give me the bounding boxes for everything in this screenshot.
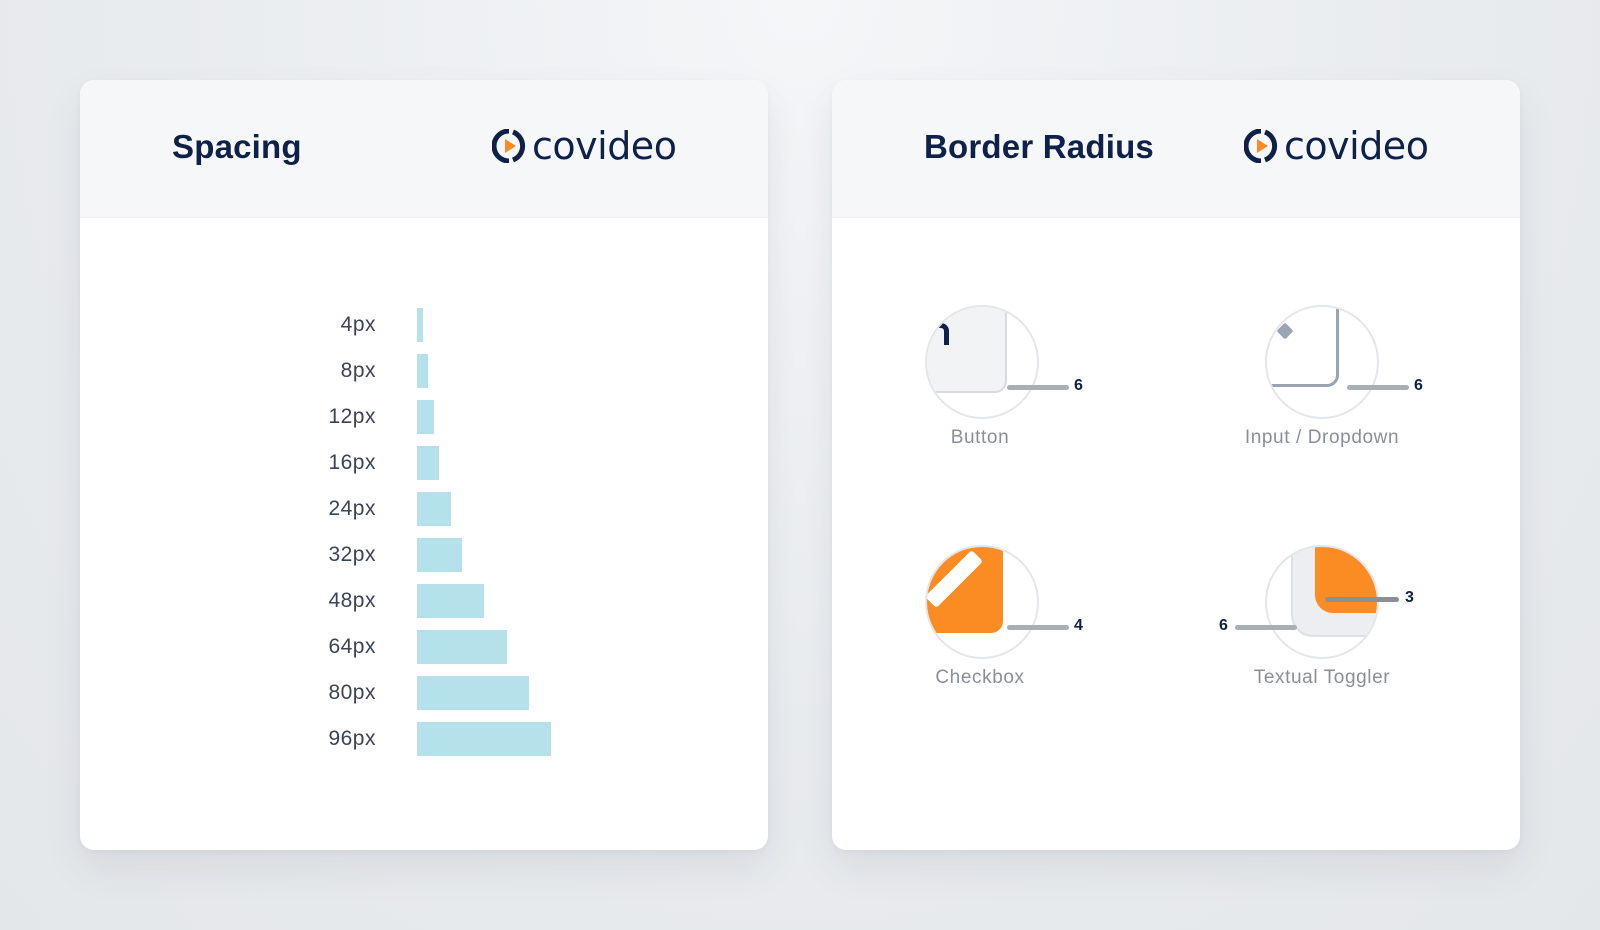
- spacing-label: 32px: [328, 543, 376, 566]
- spacing-bar: [417, 446, 439, 480]
- input-radius-demo: 6 Input / Dropdown: [1177, 305, 1507, 505]
- spacing-label: 48px: [328, 589, 376, 612]
- spacing-bar: [417, 354, 428, 388]
- border-radius-card-header: Border Radius covideo: [832, 80, 1520, 218]
- spacing-label: 64px: [328, 635, 376, 658]
- spacing-card-header: Spacing covideo: [80, 80, 768, 218]
- spacing-row: 48px: [80, 581, 768, 627]
- button-radius-measure-line: [1007, 385, 1069, 390]
- toggler-radius-demo: 3 6 Textual Toggler: [1177, 545, 1507, 745]
- button-radius-value: 6: [1074, 377, 1083, 394]
- spacing-row: 4px: [80, 305, 768, 351]
- border-radius-title: Border Radius: [924, 128, 1154, 165]
- spacing-card: Spacing covideo 4px 8px 12px 16px 24px 32px 48…: [80, 80, 768, 850]
- spacing-label: 4px: [340, 313, 376, 336]
- button-corner-shape: [927, 307, 1007, 393]
- toggler-knob-shape: [1315, 547, 1377, 613]
- toggler-inner-radius-value: 3: [1405, 589, 1414, 606]
- checkbox-radius-label: Checkbox: [935, 667, 1025, 688]
- spacing-scale-list: 4px 8px 12px 16px 24px 32px 48px 64px 80px 96px: [80, 305, 768, 765]
- toggler-outer-radius-value: 6: [1219, 617, 1228, 634]
- covideo-logo: covideo: [1244, 124, 1429, 168]
- spacing-bar: [417, 492, 451, 526]
- spacing-label: 8px: [340, 359, 376, 382]
- spacing-row: 24px: [80, 489, 768, 535]
- input-corner-shape: [1267, 307, 1339, 387]
- checkbox-radius-measure-line: [1007, 625, 1069, 630]
- button-radius-zoom: [925, 305, 1039, 419]
- spacing-bar: [417, 676, 529, 710]
- spacing-bar: [417, 584, 484, 618]
- toggler-knob-shape-clip: [1315, 547, 1377, 613]
- toggler-radius-label: Textual Toggler: [1253, 667, 1391, 688]
- input-radius-label: Input / Dropdown: [1244, 427, 1400, 448]
- spacing-row: 80px: [80, 673, 768, 719]
- input-radius-value: 6: [1414, 377, 1423, 394]
- spacing-row: 96px: [80, 719, 768, 765]
- toggler-radius-zoom: [1265, 545, 1379, 659]
- spacing-label: 16px: [328, 451, 376, 474]
- button-radius-label: Button: [950, 427, 1010, 448]
- spacing-label: 24px: [328, 497, 376, 520]
- covideo-logo-text: covideo: [532, 124, 677, 168]
- toggler-outer-measure-line: [1235, 625, 1297, 630]
- spacing-title: Spacing: [172, 128, 302, 165]
- covideo-logo-icon: [1244, 129, 1278, 163]
- button-text-fragment-icon: [933, 323, 949, 345]
- spacing-row: 64px: [80, 627, 768, 673]
- spacing-row: 16px: [80, 443, 768, 489]
- spacing-bar: [417, 630, 507, 664]
- spacing-label: 80px: [328, 681, 376, 704]
- covideo-logo-icon: [492, 129, 526, 163]
- spacing-row: 32px: [80, 535, 768, 581]
- checkbox-radius-zoom: [925, 545, 1039, 659]
- checkbox-radius-value: 4: [1074, 617, 1083, 634]
- covideo-logo-text: covideo: [1284, 124, 1429, 168]
- spacing-label: 12px: [328, 405, 376, 428]
- button-radius-demo: 6 Button: [837, 305, 1167, 505]
- covideo-logo: covideo: [492, 124, 677, 168]
- spacing-label: 96px: [328, 727, 376, 750]
- toggler-inner-measure-line: [1325, 597, 1399, 602]
- spacing-row: 12px: [80, 397, 768, 443]
- spacing-bar: [417, 538, 462, 572]
- spacing-bar: [417, 400, 434, 434]
- input-radius-measure-line: [1347, 385, 1409, 390]
- border-radius-card: Border Radius covideo 6 Button 6 Input /…: [832, 80, 1520, 850]
- spacing-bar: [417, 722, 551, 756]
- checkbox-radius-demo: 4 Checkbox: [837, 545, 1167, 745]
- spacing-row: 8px: [80, 351, 768, 397]
- spacing-bar: [417, 308, 423, 342]
- input-radius-zoom: [1265, 305, 1379, 419]
